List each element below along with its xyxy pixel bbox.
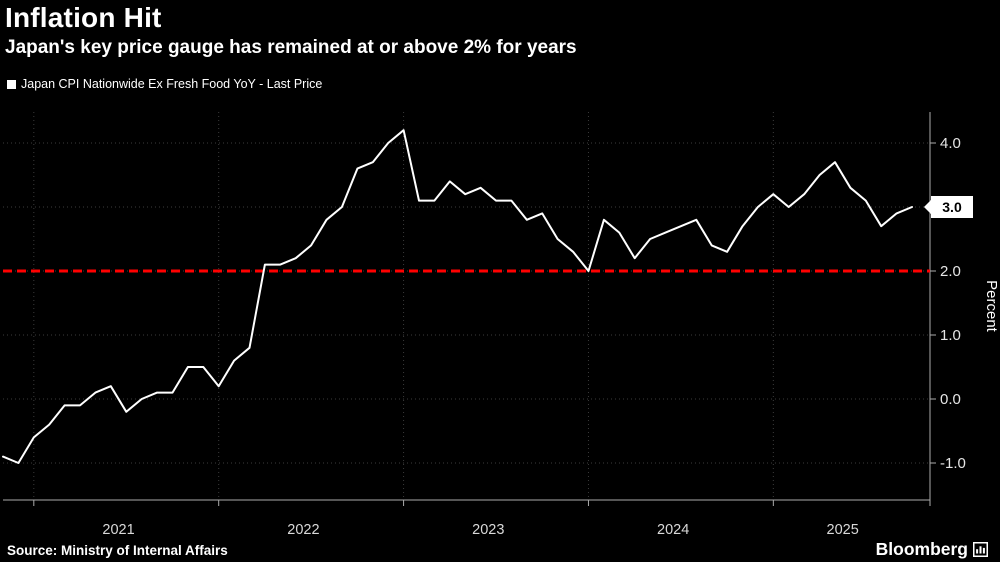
last-price-arrow — [924, 200, 931, 214]
last-price-label: 3.0 — [942, 199, 962, 215]
x-tick-label: 2024 — [657, 522, 689, 538]
chart-subtitle: Japan's key price gauge has remained at … — [5, 37, 577, 58]
y-tick-label: 2.0 — [940, 263, 961, 280]
cpi-series-line — [2, 129, 913, 464]
x-tick-label: 2021 — [102, 522, 134, 538]
y-tick-label: 4.0 — [940, 135, 961, 152]
x-tick-label: 2025 — [827, 522, 859, 538]
chart-legend: Japan CPI Nationwide Ex Fresh Food YoY -… — [7, 77, 322, 91]
y-tick-label: 0.0 — [940, 391, 961, 408]
y-axis-title: Percent — [983, 280, 1000, 333]
bloomberg-wordmark: Bloomberg — [875, 539, 968, 559]
x-tick-label: 2022 — [287, 522, 319, 538]
page-title: Inflation Hit — [5, 2, 162, 33]
legend-series-label: Japan CPI Nationwide Ex Fresh Food YoY -… — [21, 77, 323, 91]
x-tick-label: 2023 — [472, 522, 504, 538]
last-price-box — [931, 196, 973, 218]
source-note: Source: Ministry of Internal Affairs — [7, 543, 228, 558]
y-tick-label: 1.0 — [940, 327, 961, 344]
legend-series-marker — [7, 79, 16, 89]
bloomberg-logo: Bloomberg — [876, 539, 988, 560]
bloomberg-chart-icon — [973, 542, 988, 557]
y-tick-label: -1.0 — [940, 455, 966, 472]
